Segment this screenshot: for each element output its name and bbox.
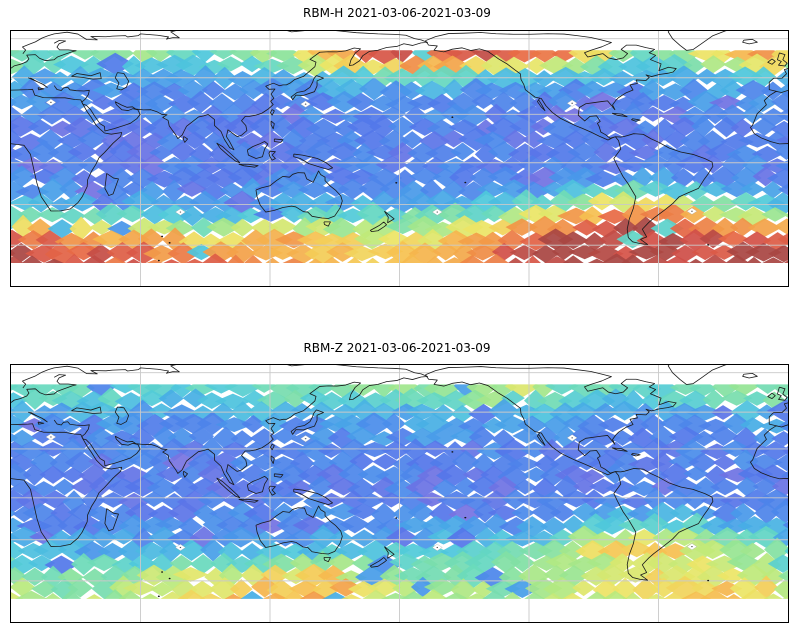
- map-svg-rbm-h: [11, 31, 788, 286]
- map-plot-rbm-z: [10, 364, 789, 623]
- map-svg-rbm-z: [11, 365, 788, 622]
- chart-title-rbm-h: RBM-H 2021-03-06-2021-03-09: [303, 6, 491, 20]
- map-plot-rbm-h: [10, 30, 789, 287]
- chart-title-rbm-z: RBM-Z 2021-03-06-2021-03-09: [303, 341, 491, 355]
